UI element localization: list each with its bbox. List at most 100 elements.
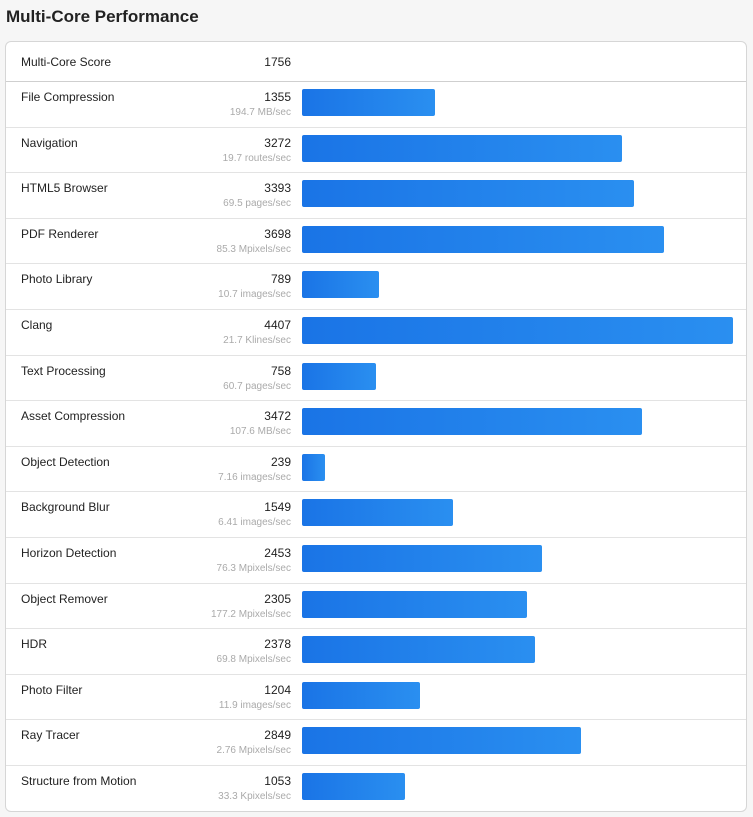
- benchmark-row: HTML5 Browser 3393 69.5 pages/sec: [6, 173, 746, 219]
- benchmark-name: Text Processing: [21, 363, 106, 378]
- score-bar-track: [302, 499, 733, 527]
- score-bar: [302, 681, 420, 709]
- benchmark-rate: 19.7 routes/sec: [222, 152, 291, 164]
- score-bar-track: [302, 636, 733, 664]
- benchmark-score: 4407: [264, 317, 291, 332]
- score-bar: [302, 89, 435, 116]
- benchmark-row: Clang 4407 21.7 Klines/sec: [6, 310, 746, 356]
- benchmark-row: PDF Renderer 3698 85.3 Mpixels/sec: [6, 219, 746, 265]
- page-title: Multi-Core Performance: [6, 7, 199, 26]
- score-bar-track: [302, 681, 733, 709]
- score-bar-track: [302, 362, 733, 390]
- score-bar: [302, 590, 527, 618]
- benchmark-row: Asset Compression 3472 107.6 MB/sec: [6, 401, 746, 447]
- benchmark-row: Photo Library 789 10.7 images/sec: [6, 264, 746, 310]
- benchmark-row: HDR 2378 69.8 Mpixels/sec: [6, 629, 746, 675]
- score-bar-track: [302, 544, 733, 572]
- benchmark-row: Horizon Detection 2453 76.3 Mpixels/sec: [6, 538, 746, 584]
- score-bar: [302, 316, 733, 344]
- score-bar: [302, 727, 581, 755]
- benchmark-rate: 7.16 images/sec: [218, 471, 291, 483]
- benchmark-row: Object Detection 239 7.16 images/sec: [6, 447, 746, 493]
- benchmark-rate: 76.3 Mpixels/sec: [216, 562, 291, 574]
- benchmark-rate: 21.7 Klines/sec: [223, 334, 291, 346]
- score-bar: [302, 499, 453, 527]
- benchmark-rate: 2.76 Mpixels/sec: [216, 745, 291, 757]
- benchmark-score: 2305: [264, 591, 291, 606]
- benchmark-rate: 107.6 MB/sec: [229, 426, 291, 438]
- benchmark-rate: 177.2 Mpixels/sec: [210, 608, 291, 620]
- score-bar-track: [302, 772, 733, 800]
- benchmark-rate: 69.8 Mpixels/sec: [216, 654, 291, 666]
- benchmark-score: 1204: [264, 682, 291, 697]
- score-bar: [302, 544, 542, 572]
- summary-label: Multi-Core Score: [21, 55, 112, 69]
- benchmark-score: 3698: [264, 226, 291, 241]
- benchmark-score: 1549: [264, 500, 291, 515]
- benchmark-name: PDF Renderer: [21, 226, 99, 241]
- benchmark-name: Navigation: [21, 135, 78, 150]
- benchmark-score: 2378: [264, 637, 291, 652]
- benchmark-score: 3472: [264, 409, 291, 424]
- benchmark-name: Background Blur: [21, 500, 110, 515]
- score-bar-track: [302, 271, 733, 299]
- results-card: Multi-Core Score 1756 File Compression 13…: [5, 41, 747, 812]
- benchmark-name: Photo Library: [21, 272, 93, 287]
- benchmark-rate: 10.7 images/sec: [218, 289, 291, 301]
- benchmark-rate: 33.3 Kpixels/sec: [218, 790, 291, 802]
- benchmark-name: Clang: [21, 317, 53, 332]
- benchmark-row: Photo Filter 1204 11.9 images/sec: [6, 675, 746, 721]
- score-bar: [302, 636, 535, 664]
- benchmark-list: File Compression 1355 194.7 MB/sec Navigati…: [6, 82, 746, 811]
- benchmark-score: 2453: [264, 545, 291, 560]
- score-bar-track: [302, 134, 733, 162]
- benchmark-score: 758: [270, 363, 291, 378]
- benchmark-rate: 60.7 pages/sec: [223, 380, 291, 392]
- score-bar: [302, 271, 379, 299]
- benchmark-score: 3272: [264, 135, 291, 150]
- benchmark-name: File Compression: [21, 90, 115, 104]
- benchmark-rate: 69.5 pages/sec: [223, 198, 291, 210]
- benchmark-score: 1053: [264, 773, 291, 788]
- score-bar: [302, 225, 664, 253]
- benchmark-name: Object Remover: [21, 591, 108, 606]
- benchmark-name: HDR: [21, 637, 47, 652]
- benchmark-name: Object Detection: [21, 454, 110, 469]
- benchmark-name: Horizon Detection: [21, 545, 117, 560]
- score-bar-track: [302, 453, 733, 481]
- benchmark-row: File Compression 1355 194.7 MB/sec: [6, 82, 746, 128]
- benchmark-name: Photo Filter: [21, 682, 83, 697]
- benchmark-rate: 194.7 MB/sec: [229, 107, 291, 118]
- benchmark-row: Navigation 3272 19.7 routes/sec: [6, 128, 746, 174]
- benchmark-name: Structure from Motion: [21, 773, 137, 788]
- score-bar: [302, 362, 376, 390]
- benchmark-score: 1355: [264, 90, 291, 104]
- score-bar-track: [302, 727, 733, 755]
- benchmark-name: Ray Tracer: [21, 728, 80, 743]
- benchmark-rate: 85.3 Mpixels/sec: [216, 243, 291, 255]
- benchmark-row: Background Blur 1549 6.41 images/sec: [6, 492, 746, 538]
- score-bar: [302, 408, 642, 436]
- benchmark-row: Structure from Motion 1053 33.3 Kpixels/se…: [6, 766, 746, 811]
- score-bar: [302, 134, 622, 162]
- score-bar-track: [302, 408, 733, 436]
- benchmark-rate: 6.41 images/sec: [218, 517, 291, 529]
- score-bar-track: [302, 590, 733, 618]
- score-bar-track: [302, 316, 733, 344]
- benchmark-rate: 11.9 images/sec: [218, 699, 291, 711]
- score-bar-track: [302, 180, 733, 208]
- benchmark-row: Text Processing 758 60.7 pages/sec: [6, 356, 746, 402]
- score-bar-track: [302, 89, 733, 116]
- benchmark-score: 239: [270, 454, 291, 469]
- score-bar: [302, 772, 405, 800]
- benchmark-score: 789: [270, 272, 291, 287]
- summary-row: Multi-Core Score 1756: [6, 42, 746, 82]
- benchmark-row: Ray Tracer 2849 2.76 Mpixels/sec: [6, 720, 746, 766]
- benchmark-row: Object Remover 2305 177.2 Mpixels/sec: [6, 584, 746, 630]
- benchmark-score: 2849: [264, 728, 291, 743]
- score-bar: [302, 453, 325, 481]
- summary-score: 1756: [264, 55, 291, 69]
- benchmark-name: Asset Compression: [21, 409, 126, 424]
- score-bar: [302, 180, 634, 208]
- score-bar-track: [302, 225, 733, 253]
